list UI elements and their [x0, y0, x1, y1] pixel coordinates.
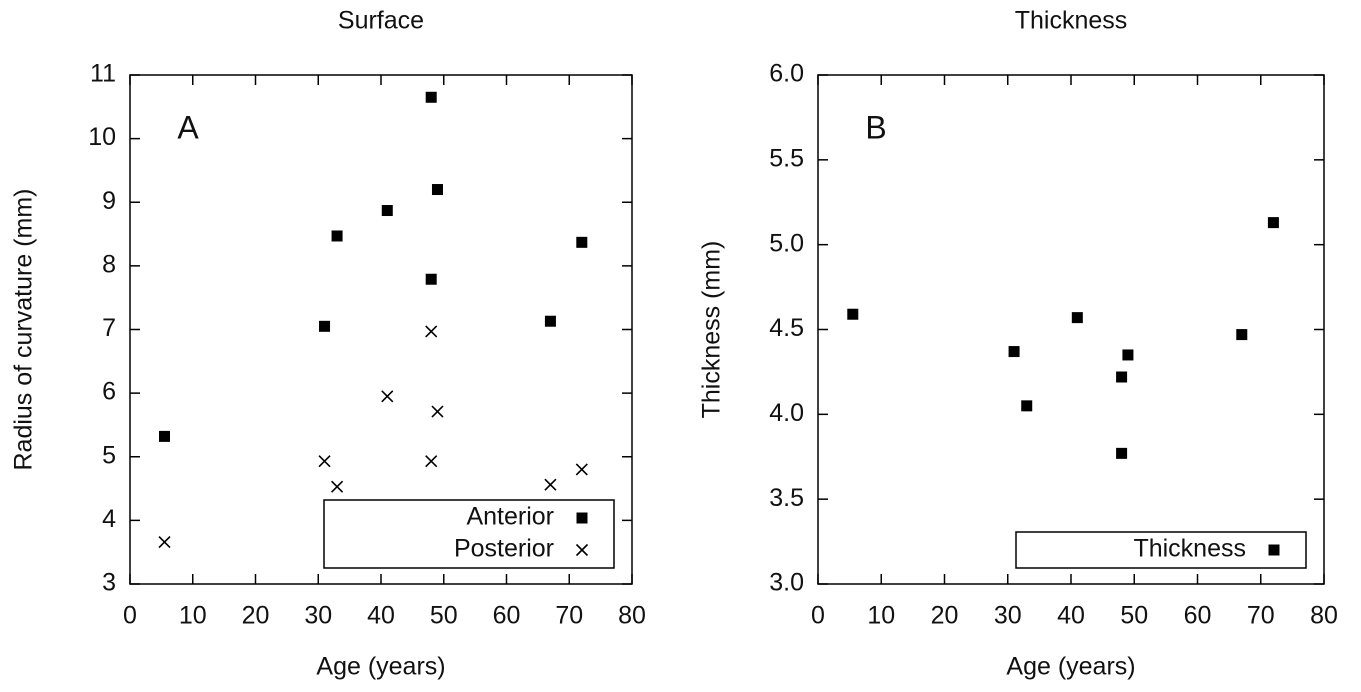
- y-tick-label: 4: [102, 505, 116, 533]
- x-tick-label: 10: [867, 602, 895, 630]
- point: [319, 320, 331, 332]
- point: [159, 430, 171, 442]
- x-tick-label: 80: [1310, 602, 1338, 630]
- x-tick-label: 0: [123, 602, 137, 630]
- x-tick-label: 30: [304, 602, 332, 630]
- point: [1071, 312, 1083, 324]
- y-tick-label: 11: [90, 60, 116, 88]
- point: [1116, 447, 1128, 459]
- x-tick-label: 50: [1120, 602, 1148, 630]
- x-tick-label: 70: [555, 602, 583, 630]
- y-tick-label: 3: [102, 569, 116, 597]
- point: [425, 325, 438, 338]
- y-tick-label: 4.5: [769, 314, 804, 342]
- y-tick-label: 5.0: [769, 229, 804, 257]
- legend-label: Thickness: [1133, 535, 1246, 563]
- point: [425, 91, 437, 103]
- point: [847, 308, 859, 320]
- y-tick-label: 3.0: [769, 569, 804, 597]
- point: [1021, 400, 1033, 412]
- y-tick-label: 4.0: [769, 399, 804, 427]
- point: [158, 535, 171, 549]
- x-tick-label: 60: [493, 602, 521, 630]
- y-tick-label: 3.5: [769, 484, 804, 512]
- x-axis-label: Age (years): [1006, 653, 1135, 681]
- point: [575, 463, 588, 476]
- x-tick-label: 80: [618, 602, 646, 630]
- panel-label: B: [865, 109, 886, 145]
- point: [1116, 371, 1128, 383]
- x-tick-label: 70: [1247, 602, 1275, 630]
- x-tick-label: 30: [994, 602, 1022, 630]
- x-axis-label: Age (years): [316, 653, 445, 681]
- y-tick-label: 6: [102, 378, 116, 406]
- x-tick-label: 20: [931, 602, 959, 630]
- point: [381, 390, 394, 403]
- point: [431, 184, 443, 196]
- x-tick-label: 40: [367, 602, 395, 630]
- legend-label: Posterior: [454, 535, 554, 563]
- point: [1122, 349, 1134, 361]
- point: [1008, 346, 1020, 358]
- y-tick-label: 5: [102, 441, 116, 469]
- point: [544, 478, 557, 491]
- y-axis-label: Radius of curvature (mm): [10, 188, 38, 470]
- legend-marker: [575, 543, 589, 557]
- point: [576, 236, 588, 248]
- point: [1236, 329, 1248, 341]
- y-axis-label: Thickness (mm): [698, 241, 726, 419]
- plot-frame: [817, 74, 1325, 585]
- point: [425, 273, 437, 285]
- point: [544, 315, 556, 327]
- legend-marker: [576, 512, 588, 524]
- legend-box: [323, 499, 615, 569]
- legend-label: Anterior: [466, 503, 554, 531]
- x-tick-label: 60: [1184, 602, 1212, 630]
- y-tick-label: 5.5: [769, 144, 804, 172]
- y-tick-label: 8: [102, 250, 116, 278]
- y-tick-label: 9: [102, 187, 116, 215]
- chart-title: Thickness: [1015, 7, 1128, 35]
- legend-box: [1015, 531, 1307, 569]
- x-tick-label: 0: [811, 602, 825, 630]
- point: [381, 205, 393, 217]
- y-tick-label: 7: [102, 314, 116, 342]
- panel-label: A: [177, 109, 199, 145]
- point: [331, 230, 343, 242]
- legend-marker: [1268, 544, 1280, 556]
- x-tick-label: 50: [430, 602, 458, 630]
- point: [318, 455, 331, 468]
- x-tick-label: 40: [1057, 602, 1085, 630]
- y-tick-label: 6.0: [769, 60, 804, 88]
- y-tick-label: 10: [88, 123, 116, 151]
- point: [431, 405, 444, 418]
- chart-title: Surface: [338, 7, 424, 35]
- point: [1267, 217, 1279, 229]
- point: [425, 455, 438, 468]
- point: [331, 480, 344, 493]
- x-tick-label: 10: [179, 602, 207, 630]
- x-tick-label: 20: [242, 602, 270, 630]
